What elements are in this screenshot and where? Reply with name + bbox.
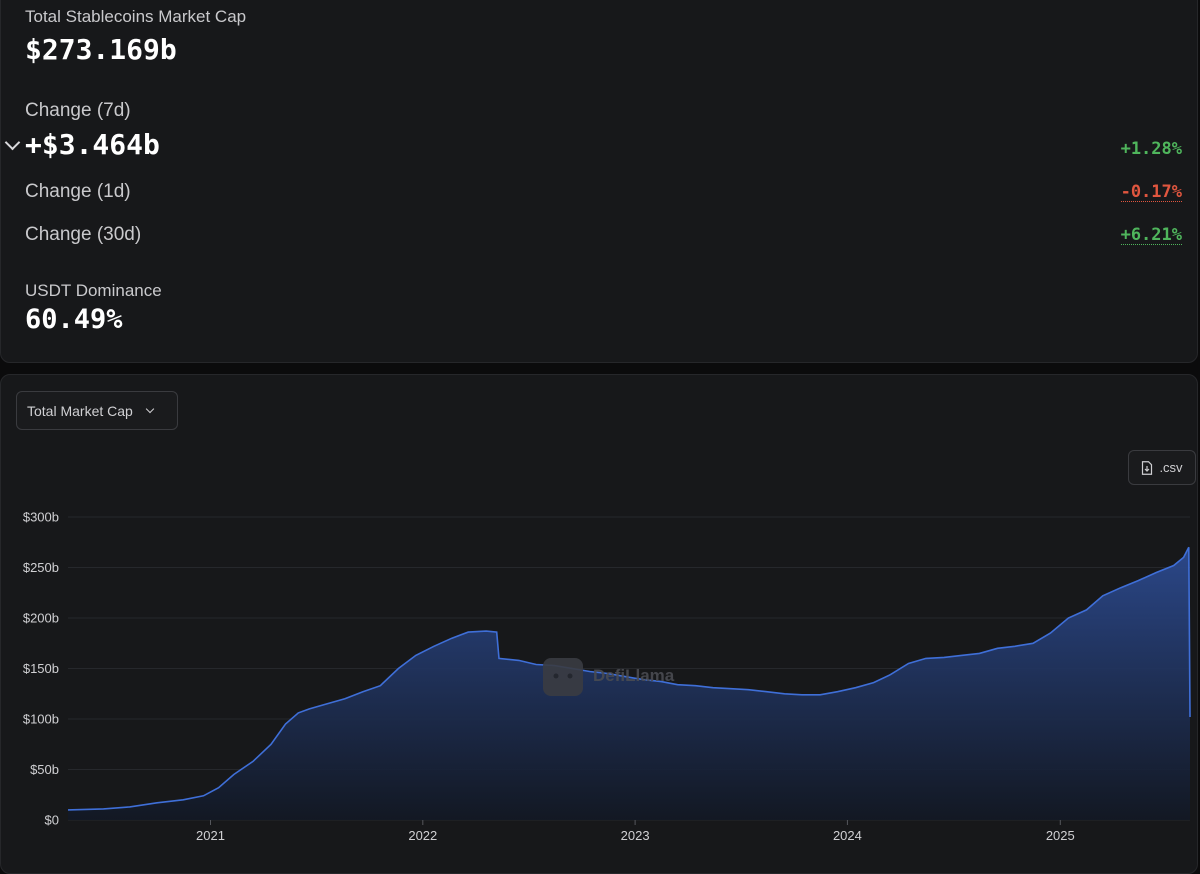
market-cap-chart[interactable]: $0 $50b $100b $150b $200b $250b $300b 2021 2022…	[0, 0, 1200, 854]
market-cap-title: Total Stablecoins Market Cap	[25, 7, 247, 26]
usdt-dominance-label: USDT Dominance	[25, 281, 162, 300]
file-download-icon	[1142, 460, 1153, 475]
y-tick-label: $0	[45, 813, 59, 828]
metric-select[interactable]: Total Market Cap	[16, 391, 178, 430]
change-7d-percent: +1.28%	[1120, 139, 1182, 159]
usdt-dominance-value: 60.49%	[25, 304, 123, 335]
stats-card	[0, 0, 1198, 363]
y-tick-label: $150b	[23, 661, 59, 676]
change-1d-label: Change (1d)	[25, 181, 131, 202]
total-market-cap-value: $273.169b	[25, 33, 177, 66]
x-tick-label: 2023	[621, 828, 650, 843]
change-7d-label: Change (7d)	[25, 100, 131, 121]
y-tick-label: $300b	[23, 510, 59, 525]
y-tick-label: $50b	[30, 762, 59, 777]
market-cap-line	[67, 546, 1191, 811]
watermark: DefiLlama	[543, 658, 675, 696]
change-1d-percent[interactable]: -0.17%	[1120, 182, 1182, 202]
change-30d-label: Change (30d)	[25, 224, 142, 245]
csv-label: .csv	[1159, 460, 1183, 475]
x-tick-label: 2022	[408, 828, 437, 843]
metric-select-label: Total Market Cap	[27, 402, 133, 419]
x-tick-label: 2025	[1046, 828, 1075, 843]
y-tick-label: $200b	[23, 611, 59, 626]
x-tick-label: 2024	[833, 828, 862, 843]
change-7d-value: +$3.464b	[25, 128, 160, 161]
market-cap-area	[68, 547, 1190, 820]
watermark-text: DefiLlama	[593, 666, 675, 685]
x-tick-label: 2021	[196, 828, 225, 843]
csv-download-button[interactable]: .csv	[1128, 450, 1196, 485]
y-tick-label: $250b	[23, 560, 59, 575]
y-tick-label: $100b	[23, 712, 59, 727]
change-30d-percent[interactable]: +6.21%	[1120, 225, 1182, 245]
